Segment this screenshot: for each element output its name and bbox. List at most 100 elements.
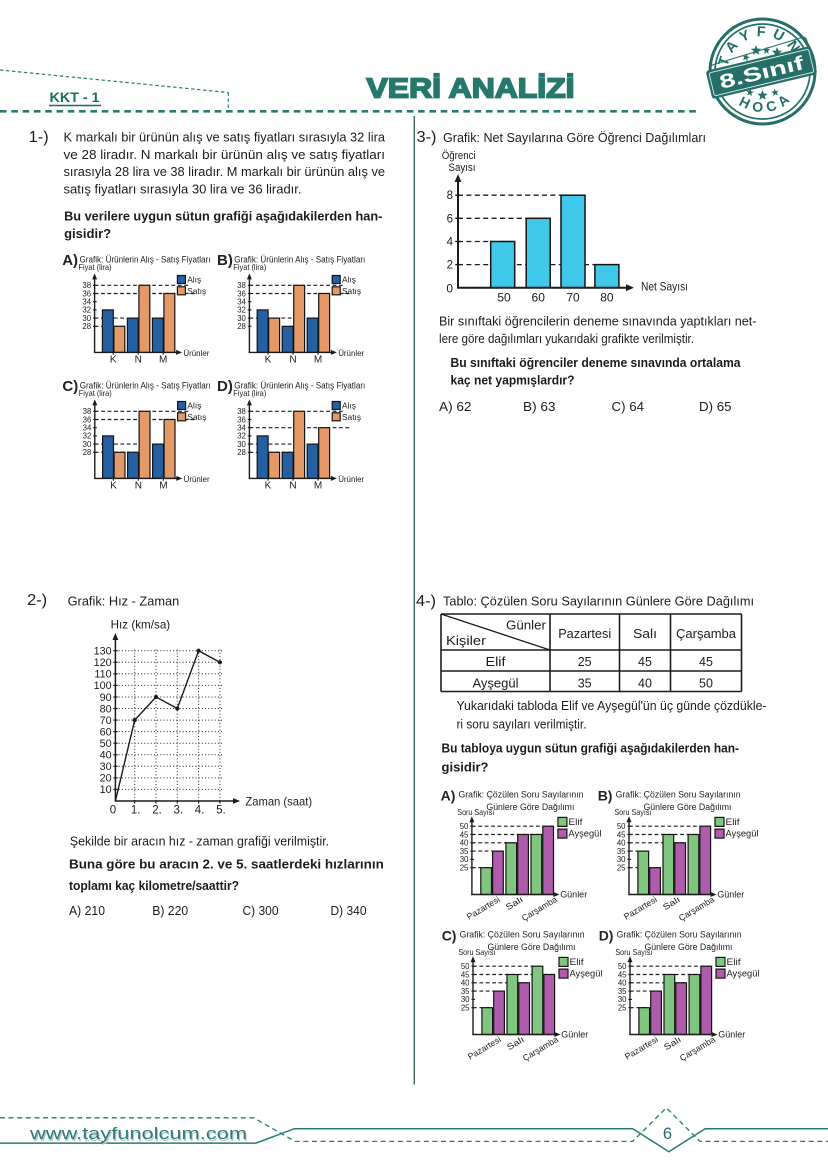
- svg-text:Satış: Satış: [342, 286, 361, 296]
- svg-text:Salı: Salı: [505, 1034, 526, 1052]
- svg-text:Ürünler: Ürünler: [183, 348, 209, 358]
- svg-text:Çarşamba: Çarşamba: [677, 894, 716, 923]
- svg-text:Şekilde bir aracın hız - zaman: Şekilde bir aracın hız - zaman grafiği v…: [70, 833, 329, 848]
- svg-text:80: 80: [600, 291, 614, 305]
- svg-text:2-): 2-): [27, 592, 47, 609]
- svg-text:4-): 4-): [416, 593, 436, 610]
- svg-text:25: 25: [618, 1004, 627, 1013]
- svg-text:K: K: [110, 481, 117, 492]
- svg-text:Günler: Günler: [560, 890, 587, 900]
- svg-text:N: N: [135, 481, 142, 492]
- svg-text:B) 220: B) 220: [152, 903, 188, 918]
- svg-text:ve 28 liradır. N markalı bir ü: ve 28 liradır. N markalı bir ürünün alış…: [64, 147, 385, 162]
- svg-text:B): B): [217, 252, 233, 269]
- svg-text:ri soru sayıları verilmiştir.: ri soru sayıları verilmiştir.: [457, 717, 587, 732]
- svg-text:Kişiler: Kişiler: [446, 634, 486, 648]
- svg-text:K markalı bir ürünün alış ve s: K markalı bir ürünün alış ve satış fiyat…: [64, 129, 386, 144]
- svg-text:Günlere Göre Dağılımı: Günlere Göre Dağılımı: [488, 942, 576, 952]
- svg-text:28: 28: [83, 448, 92, 457]
- svg-text:45: 45: [699, 655, 713, 669]
- svg-text:Soru Sayısı: Soru Sayısı: [458, 948, 495, 957]
- svg-text:36: 36: [237, 289, 246, 298]
- svg-text:A): A): [62, 252, 78, 269]
- svg-text:www.tayfunolcum.com: www.tayfunolcum.com: [30, 1126, 248, 1145]
- svg-text:70: 70: [566, 291, 580, 305]
- svg-text:Fiyat (lira): Fiyat (lira): [233, 262, 266, 272]
- svg-text:Çarşamba: Çarşamba: [676, 626, 737, 641]
- svg-text:38: 38: [83, 407, 92, 416]
- svg-text:Soru Sayısı: Soru Sayısı: [457, 808, 494, 817]
- svg-text:30: 30: [617, 855, 626, 864]
- svg-text:120: 120: [94, 657, 112, 669]
- svg-text:A): A): [441, 788, 456, 804]
- svg-text:C): C): [442, 928, 457, 944]
- svg-text:40: 40: [461, 979, 470, 988]
- svg-text:30: 30: [100, 761, 112, 773]
- svg-text:4: 4: [447, 237, 454, 249]
- svg-text:34: 34: [237, 298, 246, 307]
- svg-text:D): D): [217, 378, 233, 395]
- svg-text:20: 20: [100, 773, 112, 785]
- svg-text:25: 25: [461, 1004, 470, 1013]
- svg-text:Günler: Günler: [718, 1030, 745, 1040]
- svg-text:C): C): [62, 378, 78, 395]
- svg-text:Grafik: Hız - Zaman: Grafik: Hız - Zaman: [68, 593, 180, 608]
- svg-text:Ayşegül: Ayşegül: [568, 829, 601, 839]
- svg-text:Pazartesi: Pazartesi: [622, 894, 659, 922]
- svg-text:35: 35: [617, 847, 626, 856]
- svg-text:B) 63: B) 63: [523, 399, 556, 414]
- svg-text:Pazartesi: Pazartesi: [623, 1034, 660, 1062]
- svg-text:50: 50: [461, 962, 470, 971]
- svg-text:34: 34: [237, 424, 246, 433]
- svg-text:50: 50: [699, 676, 713, 690]
- svg-text:130: 130: [94, 646, 112, 658]
- svg-text:0: 0: [110, 805, 116, 817]
- svg-text:40: 40: [638, 676, 652, 690]
- svg-text:www.tayfunolcum.com: www.tayfunolcum.com: [29, 1124, 247, 1143]
- svg-text:Çarşamba: Çarşamba: [678, 1034, 717, 1063]
- svg-text:Günlere Göre Dağılımı: Günlere Göre Dağılımı: [486, 802, 574, 812]
- svg-text:Çarşamba: Çarşamba: [521, 1034, 560, 1063]
- svg-text:40: 40: [618, 979, 627, 988]
- svg-text:6: 6: [663, 1125, 672, 1143]
- svg-text:30: 30: [237, 440, 246, 449]
- svg-text:Satış: Satış: [187, 286, 206, 296]
- svg-text:sırasıyla 28 lira ve 38 liradı: sırasıyla 28 lira ve 38 liradır. M marka…: [64, 164, 386, 179]
- svg-text:Sayısı: Sayısı: [449, 162, 476, 174]
- svg-text:3-): 3-): [417, 129, 437, 146]
- svg-text:Çarşamba: Çarşamba: [520, 894, 559, 923]
- svg-text:30: 30: [618, 995, 627, 1004]
- svg-text:32: 32: [237, 432, 246, 441]
- svg-text:A) 210: A) 210: [69, 903, 105, 918]
- svg-text:Grafik: Çözülen Soru Sayıların: Grafik: Çözülen Soru Sayılarının: [616, 790, 741, 800]
- svg-text:Bir sınıftaki öğrencilerin den: Bir sınıftaki öğrencilerin deneme sınavı…: [439, 314, 757, 329]
- svg-text:32: 32: [83, 432, 92, 441]
- svg-text:60: 60: [532, 291, 546, 305]
- svg-text:25: 25: [460, 864, 469, 873]
- svg-text:28: 28: [82, 322, 91, 331]
- svg-text:Grafik: Çözülen Soru Sayıların: Grafik: Çözülen Soru Sayılarının: [460, 930, 585, 940]
- svg-text:Elif: Elif: [486, 655, 507, 669]
- svg-text:Fiyat (lira): Fiyat (lira): [233, 388, 266, 398]
- svg-text:Ayşegül: Ayşegül: [473, 676, 519, 690]
- svg-text:Salı: Salı: [662, 1034, 683, 1052]
- svg-text:1-): 1-): [29, 129, 49, 146]
- svg-text:Bu sınıftaki öğrenciler deneme: Bu sınıftaki öğrenciler deneme sınavında…: [451, 355, 742, 370]
- svg-text:70: 70: [100, 715, 112, 727]
- svg-text:gisidir?: gisidir?: [442, 760, 489, 775]
- svg-text:50: 50: [460, 822, 469, 831]
- svg-text:30: 30: [237, 314, 246, 323]
- svg-text:32: 32: [82, 306, 91, 315]
- svg-text:35: 35: [460, 847, 469, 856]
- svg-text:Salı: Salı: [504, 894, 525, 912]
- svg-text:N: N: [135, 355, 142, 366]
- svg-text:Pazartesi: Pazartesi: [466, 1034, 503, 1062]
- svg-text:45: 45: [638, 655, 652, 669]
- svg-text:0: 0: [446, 282, 453, 296]
- svg-text:38: 38: [237, 407, 246, 416]
- svg-text:D): D): [599, 928, 614, 944]
- svg-text:Ayşegül: Ayşegül: [727, 969, 760, 979]
- svg-text:50: 50: [100, 738, 112, 750]
- svg-text:M: M: [314, 481, 322, 492]
- svg-text:Ürünler: Ürünler: [184, 474, 210, 484]
